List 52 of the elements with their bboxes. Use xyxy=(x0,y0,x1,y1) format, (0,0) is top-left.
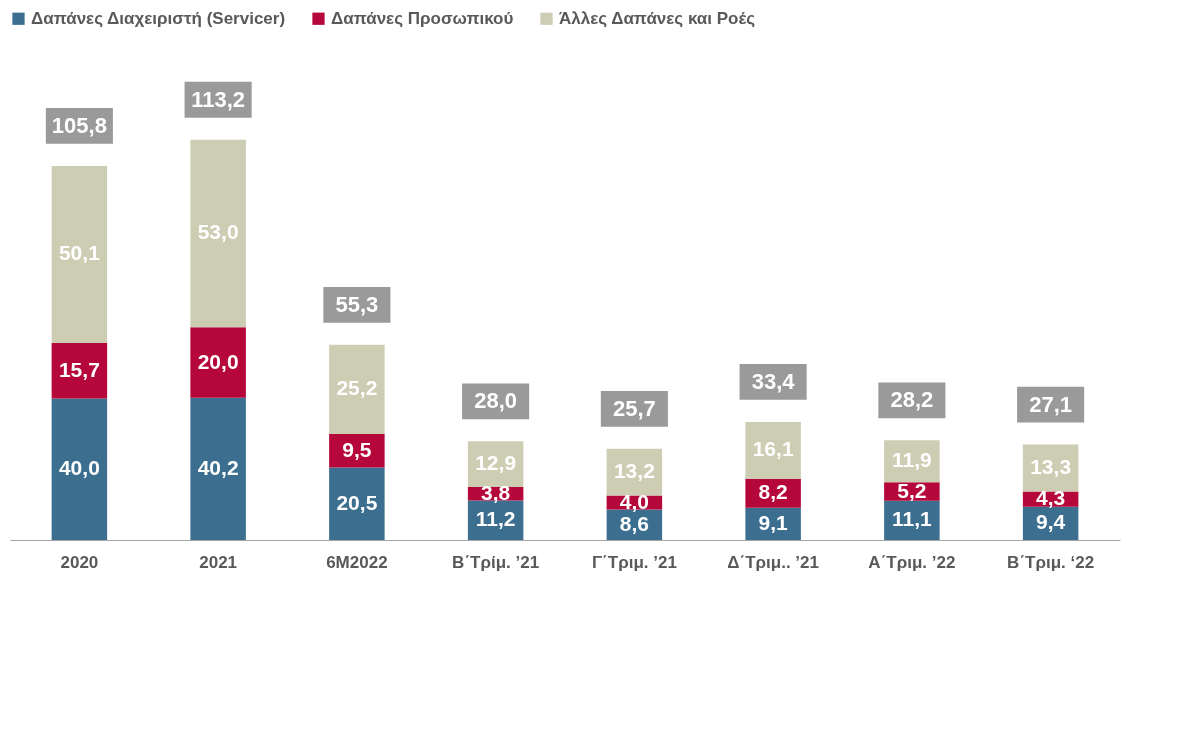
data-label: 9,5 xyxy=(342,437,372,461)
data-label: 8,2 xyxy=(758,480,788,504)
data-label: 8,6 xyxy=(619,511,649,535)
total-label: 25,7 xyxy=(612,395,656,421)
data-label: 50,1 xyxy=(58,241,101,265)
bar xyxy=(745,421,801,479)
bar xyxy=(329,467,385,540)
data-label: 40,2 xyxy=(197,455,239,479)
data-label: 11,9 xyxy=(892,448,932,472)
x-tick-label: Β΄Τρίμ. ’21 xyxy=(452,552,540,572)
data-label: 9,1 xyxy=(758,510,789,534)
bar xyxy=(51,398,108,540)
bar xyxy=(190,397,246,540)
data-label: 9,4 xyxy=(1036,510,1066,534)
legend-label: Δαπάνες Προσωπικού xyxy=(331,8,514,28)
bar xyxy=(51,165,108,344)
bar xyxy=(190,139,246,328)
legend-label: Άλλες Δαπάνες και Ροές xyxy=(559,8,756,28)
total-label: 28,2 xyxy=(890,387,934,413)
x-tick-label: 2021 xyxy=(199,552,238,572)
x-tick-label: Γ΄Τριμ. ’21 xyxy=(591,552,677,572)
total-label: 33,4 xyxy=(751,368,796,394)
total-label: 113,2 xyxy=(191,86,246,112)
bar xyxy=(329,344,385,434)
data-label: 13,2 xyxy=(613,459,655,483)
x-tick-label: 2020 xyxy=(60,552,99,572)
data-label: 20,5 xyxy=(336,490,378,514)
total-label: 28,0 xyxy=(474,388,518,414)
data-label: 11,2 xyxy=(475,507,516,531)
bar xyxy=(51,343,108,399)
data-label: 15,7 xyxy=(58,357,100,381)
data-label: 25,2 xyxy=(336,376,378,400)
bar xyxy=(190,327,246,398)
x-tick-label: Β΄Τριμ. ‘22 xyxy=(1007,552,1095,572)
data-label: 13,3 xyxy=(1030,455,1072,479)
data-label: 4,3 xyxy=(1036,486,1066,510)
total-label: 105,8 xyxy=(51,112,107,138)
data-label: 4,0 xyxy=(619,489,649,513)
data-label: 20,0 xyxy=(197,349,239,373)
x-tick-label: Α΄Τριμ. ’22 xyxy=(868,552,956,572)
data-label: 40,0 xyxy=(58,456,100,480)
x-tick-label: Δ΄Τριμ.. ’21 xyxy=(727,552,819,572)
total-label: 55,3 xyxy=(335,291,379,317)
x-tick-label: 6M2022 xyxy=(326,552,388,572)
data-label: 5,2 xyxy=(897,478,927,502)
data-label: 53,0 xyxy=(197,220,239,244)
data-label: 12,9 xyxy=(475,451,517,475)
total-label: 27,1 xyxy=(1029,391,1073,417)
data-label: 3,8 xyxy=(481,480,511,504)
data-label: 11,1 xyxy=(892,507,933,531)
legend-label: Δαπάνες Διαχειριστή (Servicer) xyxy=(31,8,286,28)
data-label: 16,1 xyxy=(752,437,794,461)
